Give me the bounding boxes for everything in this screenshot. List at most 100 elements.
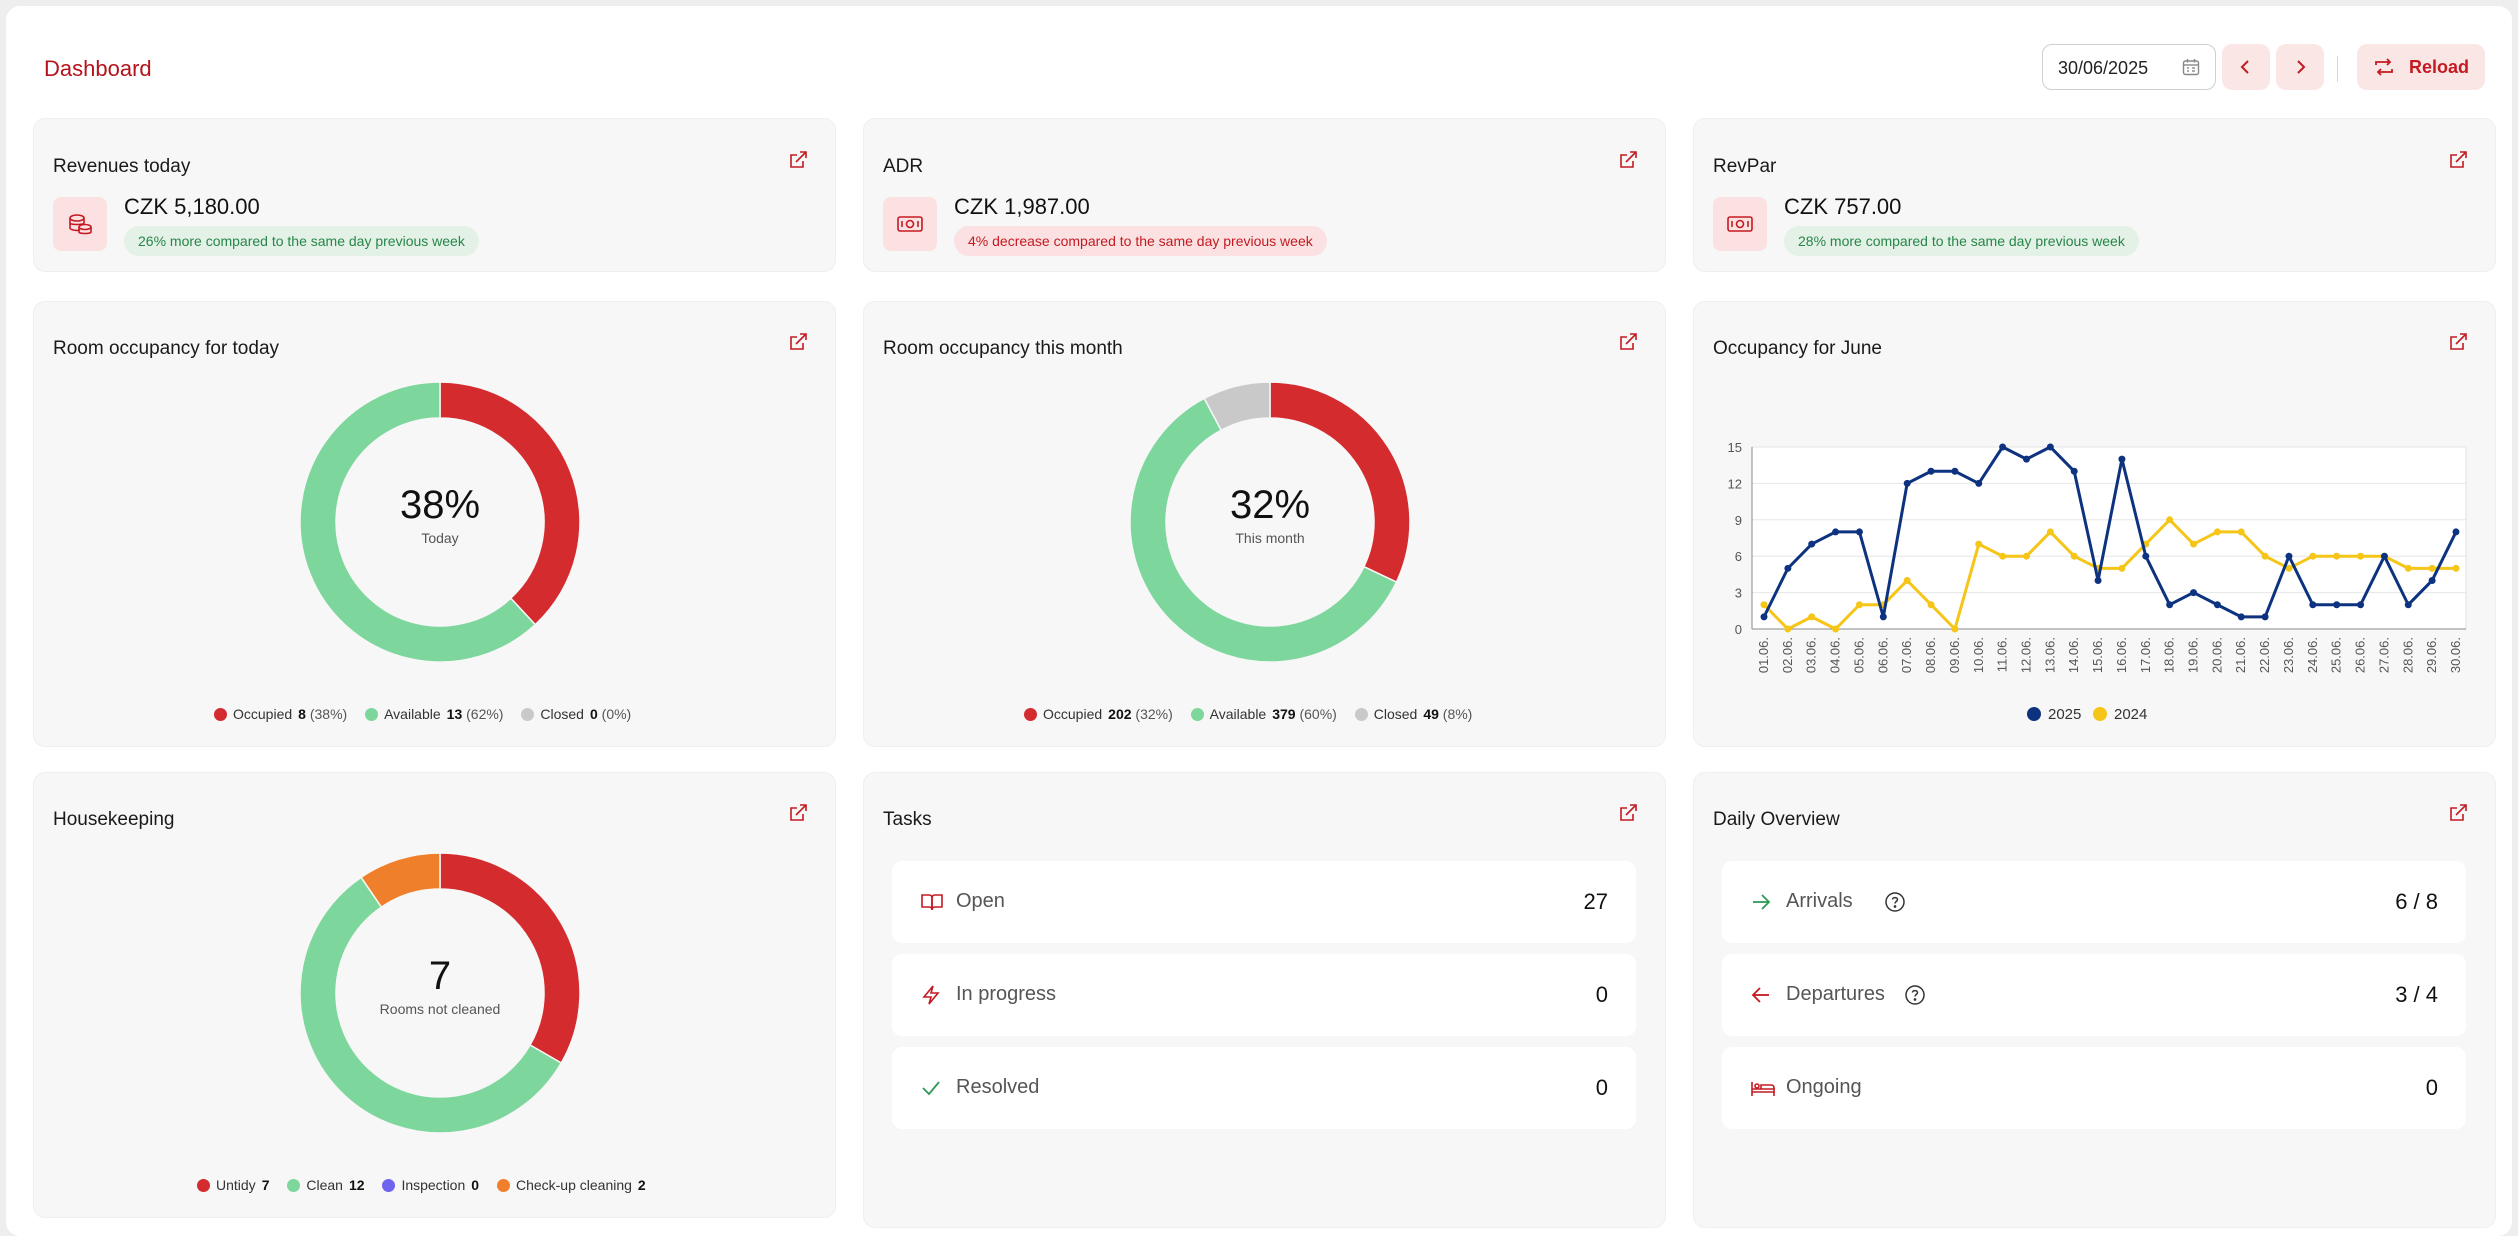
data-point-2024[interactable] [1903, 576, 1911, 584]
next-day-button[interactable] [2276, 44, 2324, 90]
data-point-2025[interactable] [2070, 467, 2078, 475]
data-point-2024[interactable] [2166, 516, 2174, 524]
legend-label-2024[interactable]: 2024 [2114, 706, 2147, 723]
data-point-2024[interactable] [2285, 564, 2293, 572]
data-point-2025[interactable] [1999, 443, 2007, 451]
data-point-2025[interactable] [2261, 613, 2269, 621]
legend-label-2025[interactable]: 2025 [2048, 706, 2081, 723]
help-icon[interactable] [1884, 891, 1906, 918]
data-point-2024[interactable] [1927, 601, 1935, 609]
legend-item-checkup-cleaning[interactable]: Check-up cleaning 2 [496, 1177, 646, 1193]
data-point-2025[interactable] [2094, 576, 2102, 584]
external-link-icon[interactable] [1617, 802, 1639, 829]
data-point-2024[interactable] [2022, 552, 2030, 560]
data-point-2024[interactable] [2190, 540, 2198, 548]
data-point-2025[interactable] [1760, 613, 1768, 621]
data-point-2024[interactable] [2333, 552, 2341, 560]
task-row-resolved[interactable]: Resolved 0 [892, 1047, 1636, 1129]
external-link-icon[interactable] [2447, 149, 2469, 176]
data-point-2025[interactable] [2190, 589, 2198, 597]
y-tick-label: 0 [1735, 622, 1742, 637]
data-point-2025[interactable] [2142, 552, 2150, 560]
legend-item-occupied[interactable]: Occupied 8 (38%) [214, 706, 347, 722]
data-point-2025[interactable] [1784, 564, 1792, 572]
data-point-2025[interactable] [2166, 601, 2174, 609]
data-point-2024[interactable] [2428, 564, 2436, 572]
data-point-2024[interactable] [1832, 625, 1840, 633]
external-link-icon[interactable] [2447, 802, 2469, 829]
data-point-2024[interactable] [1975, 540, 1983, 548]
daily-row-departures[interactable]: Departures 3 / 4 [1722, 954, 2466, 1036]
donut-segment-available[interactable] [1129, 397, 1398, 663]
data-point-2025[interactable] [2213, 601, 2221, 609]
daily-row-arrivals[interactable]: Arrivals 6 / 8 [1722, 861, 2466, 943]
legend-item-available[interactable]: Available 13 (62%) [365, 706, 503, 722]
external-link-icon[interactable] [1617, 149, 1639, 176]
data-point-2025[interactable] [2404, 601, 2412, 609]
help-icon[interactable] [1904, 984, 1926, 1011]
data-point-2025[interactable] [2357, 601, 2365, 609]
data-point-2024[interactable] [2404, 564, 2412, 572]
data-point-2025[interactable] [1903, 479, 1911, 487]
data-point-2025[interactable] [2333, 601, 2341, 609]
data-point-2024[interactable] [2237, 528, 2245, 536]
data-point-2024[interactable] [1760, 601, 1768, 609]
x-tick-label: 03.06. [1804, 637, 1819, 673]
data-point-2024[interactable] [2213, 528, 2221, 536]
data-point-2025[interactable] [2452, 528, 2460, 536]
legend-item-available[interactable]: Available 379 (60%) [1190, 706, 1337, 722]
legend-item-clean[interactable]: Clean 12 [287, 1177, 365, 1193]
daily-row-ongoing[interactable]: Ongoing 0 [1722, 1047, 2466, 1129]
calendar-icon[interactable] [2181, 57, 2201, 82]
data-point-2024[interactable] [2070, 552, 2078, 560]
data-point-2024[interactable] [1999, 552, 2007, 560]
data-point-2025[interactable] [1879, 613, 1887, 621]
legend-item-occupied[interactable]: Occupied 202 (32%) [1024, 706, 1173, 722]
external-link-icon[interactable] [787, 802, 809, 829]
date-field[interactable]: 30/06/2025 [2042, 44, 2216, 90]
external-link-icon[interactable] [787, 149, 809, 176]
data-point-2024[interactable] [2309, 552, 2317, 560]
legend-item-closed[interactable]: Closed 49 (8%) [1354, 706, 1472, 722]
data-point-2024[interactable] [2357, 552, 2365, 560]
data-point-2025[interactable] [1927, 467, 1935, 475]
task-row-open[interactable]: Open 27 [892, 861, 1636, 943]
previous-day-button[interactable] [2222, 44, 2270, 90]
data-point-2025[interactable] [2022, 455, 2030, 463]
data-point-2024[interactable] [1784, 625, 1792, 633]
row-count: 0 [1595, 1075, 1608, 1100]
data-point-2025[interactable] [2380, 552, 2388, 560]
reload-button[interactable]: Reload [2357, 44, 2485, 90]
data-point-2025[interactable] [2309, 601, 2317, 609]
card-title: Revenues today [53, 156, 191, 177]
data-point-2025[interactable] [2428, 576, 2436, 584]
data-point-2024[interactable] [1951, 625, 1959, 633]
data-point-2025[interactable] [1951, 467, 1959, 475]
data-point-2024[interactable] [1855, 601, 1863, 609]
external-link-icon[interactable] [787, 331, 809, 358]
donut-segment-clean[interactable] [299, 876, 563, 1134]
donut-segment-available[interactable] [299, 381, 537, 663]
data-point-2024[interactable] [2452, 564, 2460, 572]
legend-item-inspection[interactable]: Inspection 0 [382, 1177, 479, 1193]
data-point-2024[interactable] [1808, 613, 1816, 621]
data-point-2025[interactable] [1808, 540, 1816, 548]
external-link-icon[interactable] [1617, 331, 1639, 358]
data-point-2025[interactable] [1832, 528, 1840, 536]
task-row-in-progress[interactable]: In progress 0 [892, 954, 1636, 1036]
data-point-2024[interactable] [2261, 552, 2269, 560]
housekeeping-donut [299, 852, 581, 1134]
data-point-2025[interactable] [1975, 479, 1983, 487]
data-point-2024[interactable] [2046, 528, 2054, 536]
data-point-2025[interactable] [2285, 552, 2293, 560]
data-point-2025[interactable] [2118, 455, 2126, 463]
data-point-2025[interactable] [1855, 528, 1863, 536]
data-point-2025[interactable] [2237, 613, 2245, 621]
data-point-2024[interactable] [2118, 564, 2126, 572]
external-link-icon[interactable] [2447, 331, 2469, 358]
legend-item-untidy[interactable]: Untidy 7 [197, 1177, 269, 1193]
legend-item-closed[interactable]: Closed 0 (0%) [521, 706, 631, 722]
donut-segment-closed[interactable] [1203, 381, 1271, 432]
donut-segment-check-up-cleaning[interactable] [360, 852, 441, 909]
data-point-2025[interactable] [2046, 443, 2054, 451]
